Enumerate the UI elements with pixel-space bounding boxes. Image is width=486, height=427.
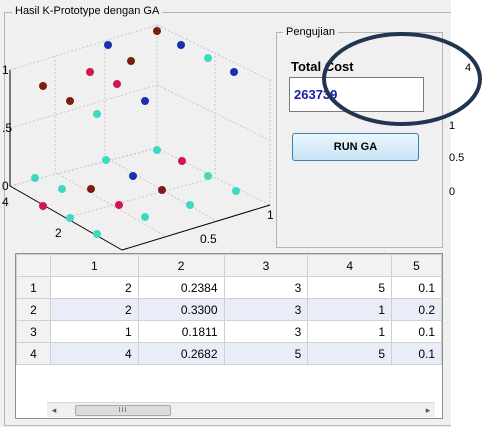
table-cell[interactable]: 5 [307,276,393,299]
pengujian-title: Pengujian [283,26,338,38]
x-tick-1: 1 [267,208,274,222]
run-ga-button[interactable]: RUN GA [292,133,419,161]
table-cell[interactable]: 3 [223,276,309,299]
data-point-5 [204,54,212,62]
column-header-3[interactable]: 3 [223,254,309,277]
column-header-4[interactable]: 4 [307,254,393,277]
data-point-8 [113,80,121,88]
results-grid: 1 2 3 4 5 1 2 0.2384 3 5 0.1 2 2 0.3300 … [16,254,442,365]
data-point-16 [129,172,137,180]
y-tick-4: 4 [2,195,9,209]
scroll-right-arrow-icon[interactable]: ▸ [425,404,431,415]
table-cell[interactable]: 2 [49,298,139,321]
data-point-15 [178,157,186,165]
scatter-plot-3d[interactable]: 1 .5 0 4 2 0.5 1 [0,20,275,255]
data-point-2 [104,41,112,49]
data-point-20 [87,185,95,193]
data-point-10 [66,97,74,105]
data-point-26 [66,214,74,222]
data-point-18 [204,172,212,180]
data-point-25 [39,202,47,210]
table-cell[interactable]: 0.2 [391,298,442,321]
z-tick-half: .5 [2,121,12,135]
results-group-title: Hasil K-Prototype dengan GA [12,5,163,17]
table-cell[interactable]: 1 [49,320,139,343]
table-cell[interactable]: 5 [307,342,393,365]
data-point-1 [153,27,161,35]
data-point-14 [102,156,110,164]
data-point-27 [141,213,149,221]
data-point-23 [115,201,123,209]
scroll-thumb[interactable]: III [75,405,171,416]
table-cell[interactable]: 3 [223,298,309,321]
table-cell[interactable]: 0.1811 [137,320,225,343]
x-tick-half: 0.5 [200,232,217,246]
table-cell[interactable]: 0.1 [391,342,442,365]
table-cell[interactable]: 0.3300 [137,298,225,321]
table-cell[interactable]: 3 [223,320,309,343]
plot-axes [9,70,271,251]
table-row: 3 1 0.1811 3 1 0.1 [16,320,442,343]
column-header-2[interactable]: 2 [137,254,225,277]
data-points [31,27,240,238]
data-point-7 [39,82,47,90]
table-row: 4 4 0.2682 5 5 0.1 [16,342,442,365]
horizontal-scrollbar[interactable]: ◂ III ▸ [47,402,435,417]
column-header-1[interactable]: 1 [49,254,139,277]
data-point-9 [230,68,238,76]
data-point-13 [153,146,161,154]
data-point-24 [186,201,194,209]
y-tick-2: 2 [55,226,62,240]
plot-grid [9,24,271,251]
row-header-3[interactable]: 3 [16,320,51,343]
total-cost-label: Total Cost [291,59,354,74]
row-header-4[interactable]: 4 [16,342,51,365]
table-row: 1 2 0.2384 3 5 0.1 [16,276,442,299]
table-cell[interactable]: 0.1 [391,276,442,299]
column-header-5[interactable]: 5 [391,254,442,277]
right-edge-tick-1: 1 [449,120,456,132]
right-edge-tick-0: 0 [449,186,456,198]
right-edge-tick-4: 4 [465,62,472,74]
row-header-1[interactable]: 1 [16,276,51,299]
data-point-6 [86,68,94,76]
data-point-4 [127,57,135,65]
z-tick-0: 0 [2,179,9,193]
table-cell[interactable]: 5 [223,342,309,365]
table-cell[interactable]: 0.2682 [137,342,225,365]
table-cell[interactable]: 0.2384 [137,276,225,299]
data-point-3 [177,41,185,49]
scroll-left-arrow-icon[interactable]: ◂ [51,404,57,415]
data-point-19 [58,185,66,193]
z-tick-1: 1 [2,63,9,77]
results-table[interactable]: 1 2 3 4 5 1 2 0.2384 3 5 0.1 2 2 0.3300 … [15,253,443,419]
table-cell[interactable]: 0.1 [391,320,442,343]
total-cost-field[interactable]: 263739 [289,77,424,112]
data-point-22 [232,187,240,195]
data-point-12 [93,110,101,118]
table-row: 2 2 0.3300 3 1 0.2 [16,298,442,321]
data-point-17 [31,174,39,182]
table-cell[interactable]: 2 [49,276,139,299]
table-corner [16,254,51,277]
data-point-28 [93,230,101,238]
data-point-21 [158,186,166,194]
total-cost-value: 263739 [294,87,338,102]
table-cell[interactable]: 1 [307,320,393,343]
table-cell[interactable]: 4 [49,342,139,365]
data-point-11 [141,97,149,105]
right-edge-area: 4 1 0.5 0 [449,0,486,427]
row-header-2[interactable]: 2 [16,298,51,321]
right-edge-tick-half: 0.5 [449,152,465,164]
table-cell[interactable]: 1 [307,298,393,321]
